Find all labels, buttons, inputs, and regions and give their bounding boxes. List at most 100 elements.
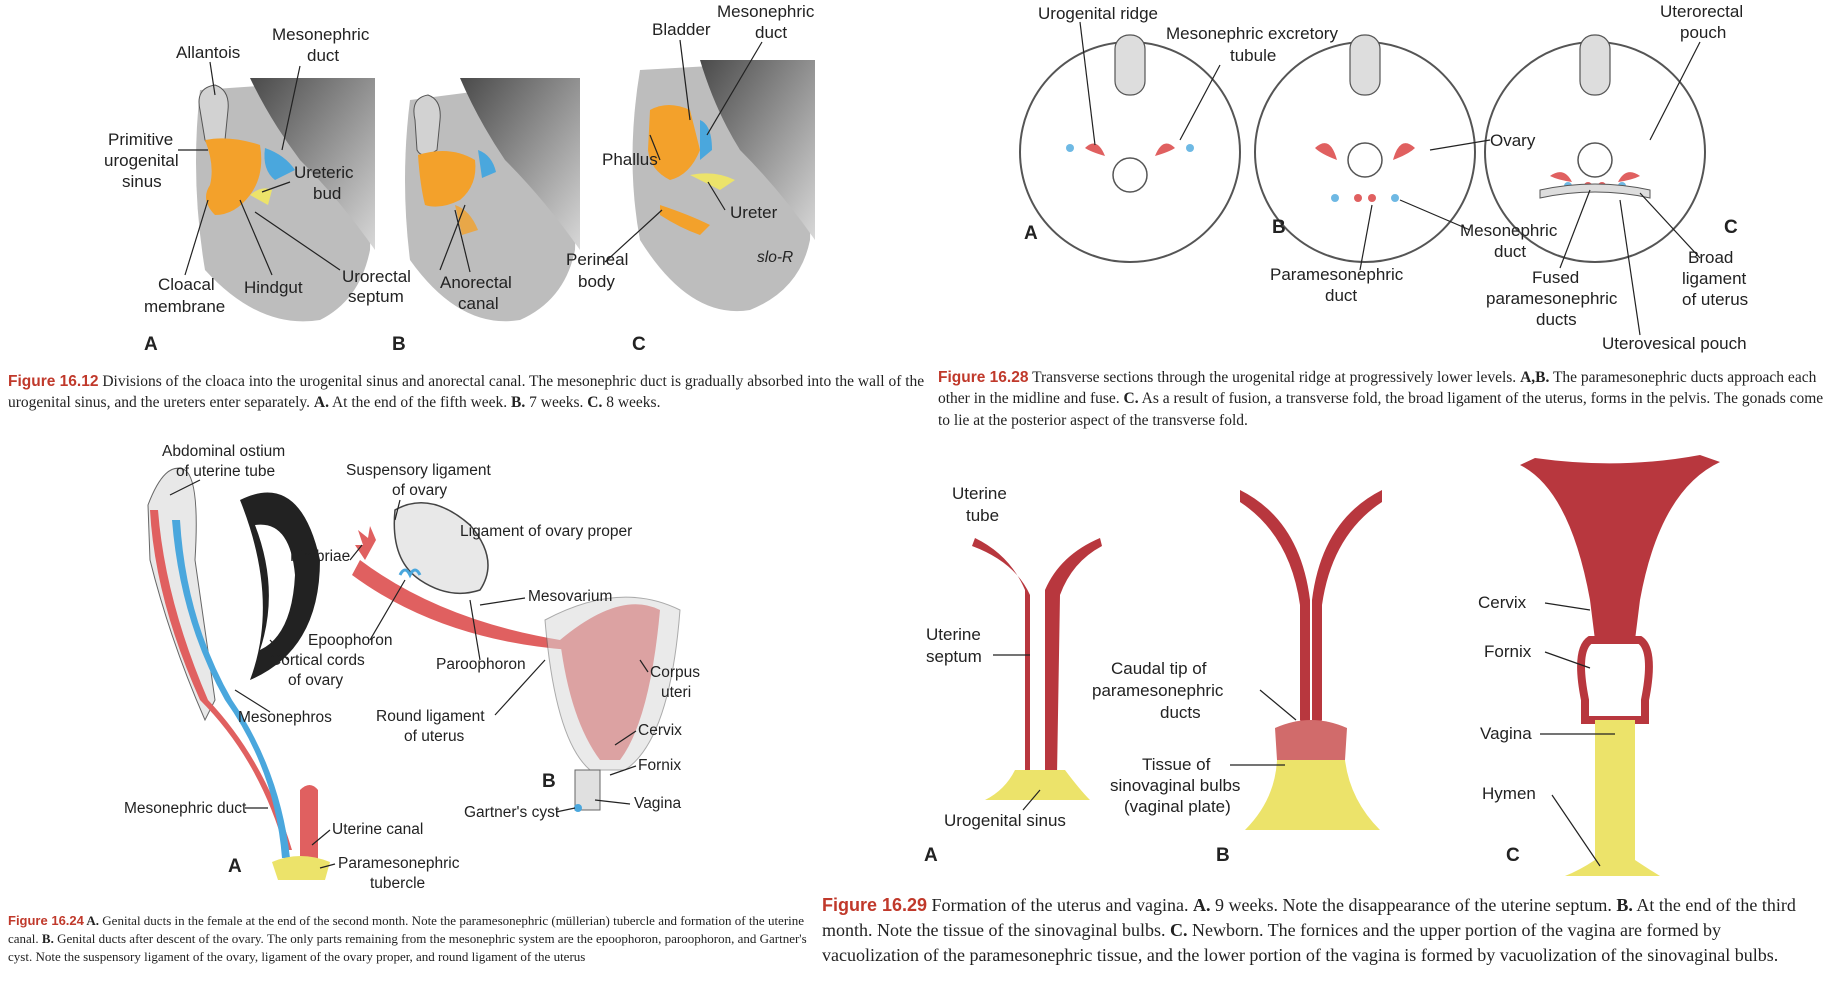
label-bladder: Bladder <box>652 20 711 39</box>
label-hymen: Hymen <box>1482 784 1536 803</box>
label-perineal-1: Perineal <box>566 250 628 269</box>
label-mesonephric-duct-c-2: duct <box>755 23 787 42</box>
caption-16-29-a-text: 9 weeks. Note the disappearance of the u… <box>1210 895 1617 915</box>
fig-16-12-panel-a-drawing <box>196 78 375 322</box>
label-mesonephros: Mesonephros <box>238 709 332 726</box>
label-meso-duct-1624: Mesonephric duct <box>124 800 247 817</box>
label-hindgut: Hindgut <box>244 278 303 297</box>
caption-16-12-a-text: At the end of the fifth week. <box>328 394 512 412</box>
panel-label-16-12-c: C <box>632 334 646 355</box>
panel-label-16-24-a: A <box>228 856 242 877</box>
fig-16-29-panel-c-drawing <box>1520 455 1720 876</box>
caption-16-12-a: A. <box>313 394 329 412</box>
label-parameso-1: Paramesonephric <box>1270 265 1404 284</box>
label-caudal-1: Caudal tip of <box>1111 659 1207 678</box>
caption-16-24: Figure 16.24 A. Genital ducts in the fem… <box>8 912 808 966</box>
caption-16-28-ab: A,B. <box>1520 369 1550 386</box>
label-tissue-3: (vaginal plate) <box>1124 797 1231 816</box>
caption-16-29-c-text: Newborn. The fornices and the upper port… <box>822 919 1779 965</box>
label-broad-2: ligament <box>1682 269 1747 288</box>
caption-16-12-text: Divisions of the cloaca into the urogeni… <box>8 373 925 412</box>
label-urorectal-2: septum <box>348 287 404 306</box>
label-urogenital-ridge: Urogenital ridge <box>1038 4 1158 23</box>
label-meso-duct-1: Mesonephric <box>1460 221 1558 240</box>
label-paroophoron: Paroophoron <box>436 656 526 673</box>
fig-16-28-sections <box>1019 34 1706 263</box>
caption-16-29-b-text: At the end of the third month. Note the … <box>822 895 1796 940</box>
label-cloacal-1: Cloacal <box>158 275 215 294</box>
label-uterine-canal: Uterine canal <box>332 821 423 838</box>
label-mesonephric-duct-a-2: duct <box>307 46 339 65</box>
label-uterine-tube-2: tube <box>966 506 999 525</box>
label-cortical-2: of ovary <box>288 672 343 689</box>
fig-16-24-panel-a-drawing <box>147 467 330 880</box>
caption-16-29-c: C. <box>1169 919 1188 940</box>
label-parameso-2: duct <box>1325 286 1357 305</box>
caption-16-12-c: C. <box>587 394 603 412</box>
label-cortical-1: Cortical cords <box>270 652 365 669</box>
label-cervix-1624: Cervix <box>638 722 682 739</box>
label-mesovarium: Mesovarium <box>528 588 612 605</box>
label-gartner: Gartner's cyst <box>464 804 560 821</box>
label-fimbriae: Fimbriae <box>290 548 350 565</box>
caption-16-29-label: Figure 16.29 <box>822 895 928 915</box>
label-urorectal-1: Urorectal <box>342 267 411 286</box>
caption-16-28-label: Figure 16.28 <box>938 369 1029 386</box>
label-ovary: Ovary <box>1490 131 1536 150</box>
label-primitive-2: urogenital <box>104 151 179 170</box>
label-caudal-2: paramesonephric <box>1092 681 1224 700</box>
caption-16-28-ab-text: The paramesonephric ducts approach each … <box>938 369 1817 408</box>
caption-16-24-text: Genital ducts in the female at the end o… <box>8 913 805 946</box>
label-allantois: Allantois <box>176 43 240 62</box>
label-susp-1: Suspensory ligament <box>346 462 491 479</box>
label-vagina-1629: Vagina <box>1480 724 1532 743</box>
fig-16-28-leader-lines <box>1079 21 1701 336</box>
fig-16-24-panel-b-drawing <box>352 502 681 812</box>
caption-16-12: Figure 16.12 Divisions of the cloaca int… <box>8 371 928 414</box>
fig-16-12-leader-lines <box>178 39 763 276</box>
caption-16-12-c-text: 8 weeks. <box>602 394 661 412</box>
label-fused-1: Fused <box>1532 268 1579 287</box>
label-primitive-3: sinus <box>122 172 162 191</box>
label-phallus: Phallus <box>602 150 658 169</box>
label-meso-excretory-2: tubule <box>1230 46 1276 65</box>
label-round-1: Round ligament <box>376 708 485 725</box>
caption-16-29-text: Formation of the uterus and vagina. <box>927 895 1193 915</box>
label-uterovesical: Uterovesical pouch <box>1602 334 1747 353</box>
label-anorectal-2: canal <box>458 294 499 313</box>
label-abd-ostium-2: of uterine tube <box>176 463 275 480</box>
caption-16-24-b: B. <box>41 930 54 946</box>
artist-signature: slo-R <box>757 249 793 266</box>
caption-16-28-text: Transverse sections through the urogenit… <box>1028 369 1521 386</box>
label-uterine-septum-2: septum <box>926 647 982 666</box>
label-epoophoron: Epoophoron <box>308 632 392 649</box>
fig-16-24-leader-lines <box>169 479 649 869</box>
label-caudal-3: ducts <box>1160 703 1201 722</box>
caption-16-24-a: A. <box>83 913 100 928</box>
panel-label-16-24-b: B <box>542 771 556 792</box>
fig-16-29-panel-a-drawing <box>972 538 1102 800</box>
label-uterine-septum-1: Uterine <box>926 625 981 644</box>
caption-16-24-label: Figure 16.24 <box>8 913 84 928</box>
label-corpus-2: uteri <box>661 684 691 701</box>
label-mesonephric-duct-c-1: Mesonephric <box>717 2 815 21</box>
caption-16-29-b: B. <box>1616 895 1633 915</box>
caption-16-28: Figure 16.28 Transverse sections through… <box>938 367 1824 431</box>
label-uterine-tube-1: Uterine <box>952 484 1007 503</box>
panel-label-16-12-b: B <box>392 334 406 355</box>
label-broad-3: of uterus <box>1682 290 1748 309</box>
label-abd-ostium-1: Abdominal ostium <box>162 443 285 460</box>
panel-label-16-28-b: B <box>1272 217 1286 238</box>
fig-16-29-panel-b-drawing <box>1240 490 1382 830</box>
label-fornix-1629: Fornix <box>1484 642 1532 661</box>
label-cloacal-2: membrane <box>144 297 225 316</box>
label-meso-duct-2: duct <box>1494 242 1526 261</box>
label-primitive-1: Primitive <box>108 130 173 149</box>
label-round-2: of uterus <box>404 728 465 745</box>
fig-16-12-panel-c-drawing <box>632 60 815 312</box>
caption-16-12-b: B. <box>511 394 526 412</box>
fig-16-12-panel-b-drawing <box>405 78 580 322</box>
panel-label-16-29-b: B <box>1216 845 1230 866</box>
caption-16-29-a: A. <box>1193 895 1211 915</box>
label-vagina-1624: Vagina <box>634 795 681 812</box>
